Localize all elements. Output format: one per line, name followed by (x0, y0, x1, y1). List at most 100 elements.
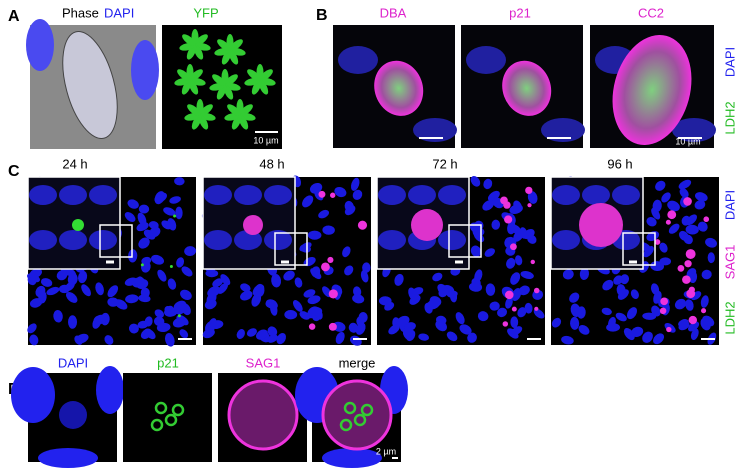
nucleus (408, 287, 418, 301)
image-title: DBA (380, 5, 407, 20)
nucleus (204, 185, 232, 205)
vacuole (327, 256, 334, 264)
nucleus (438, 185, 466, 205)
nucleus (344, 205, 356, 216)
nucleus (513, 229, 524, 242)
nucleus (95, 282, 104, 296)
nucleus (438, 230, 466, 250)
nucleus (467, 332, 477, 343)
nucleus (701, 269, 712, 280)
image-title: p21 (157, 355, 179, 370)
nucleus (533, 308, 545, 319)
vacuole (665, 219, 671, 225)
nucleus (169, 196, 181, 204)
vacuole (411, 209, 443, 241)
scale-bar-label: 10 µm (253, 135, 278, 145)
vacuole (688, 315, 698, 325)
nucleus (685, 299, 694, 311)
vacuole (530, 259, 535, 265)
nucleus (437, 283, 449, 296)
nucleus (167, 278, 177, 290)
nucleus (435, 315, 447, 325)
nucleus (267, 334, 278, 343)
nucleus (81, 284, 91, 297)
parasite (72, 219, 84, 231)
nucleus (484, 248, 495, 257)
nucleus (360, 270, 369, 283)
nucleus (690, 328, 699, 340)
nucleus (510, 272, 521, 285)
nucleus (59, 230, 87, 250)
nucleus (432, 272, 443, 282)
channel-label: LDH2 (722, 301, 737, 334)
nucleus (686, 268, 697, 279)
vacuole (308, 323, 316, 330)
nucleus (578, 325, 590, 335)
nucleus (466, 46, 506, 74)
nucleus (156, 322, 171, 333)
nucleus (294, 277, 303, 288)
parasite (229, 39, 243, 51)
nucleus (124, 212, 136, 222)
nucleus (348, 322, 359, 333)
inset-box (99, 224, 133, 258)
parasite (216, 84, 227, 100)
nucleus (174, 177, 185, 186)
nucleus (520, 271, 534, 279)
scale-bar-label: 10 µm (675, 136, 700, 146)
nucleus (38, 290, 47, 304)
nucleus (661, 192, 671, 203)
nucleus (58, 284, 70, 294)
nucleus (678, 179, 692, 190)
nucleus (511, 326, 523, 335)
parasite (150, 418, 164, 432)
vacuole (667, 210, 677, 220)
nucleus (489, 301, 500, 311)
vacuole (510, 243, 517, 251)
nucleus (505, 297, 513, 309)
nucleus (700, 295, 709, 308)
nucleus (240, 283, 251, 292)
nucleus (468, 282, 483, 292)
nucleus (394, 273, 404, 286)
nucleus (46, 286, 60, 296)
parasite (221, 49, 232, 65)
nucleus (265, 299, 277, 309)
nucleus (482, 200, 494, 211)
channel-label: DAPI (722, 47, 737, 77)
nucleus (264, 230, 292, 250)
nucleus (552, 230, 580, 250)
vacuole (686, 289, 696, 299)
vacuole (318, 190, 326, 198)
nucleus (29, 230, 57, 250)
parasite (239, 104, 253, 116)
nucleus (161, 220, 172, 230)
nucleus (694, 192, 708, 202)
nucleus (612, 185, 640, 205)
image-title: merge (339, 355, 376, 370)
nucleus (509, 204, 523, 214)
nucleus (164, 333, 175, 347)
nucleus (527, 234, 537, 244)
nucleus (96, 366, 124, 414)
nucleus (307, 295, 321, 305)
nucleus (616, 284, 626, 297)
vacuole (534, 306, 539, 311)
nucleus (234, 185, 262, 205)
nucleus (74, 335, 83, 345)
nucleus (579, 267, 590, 280)
nucleus (685, 214, 697, 226)
vacuole (683, 197, 692, 206)
parasite (154, 401, 168, 415)
parasite (186, 44, 197, 60)
nucleus (207, 286, 221, 298)
panel-label: C (8, 163, 20, 180)
nucleus (26, 19, 54, 71)
nucleus (27, 323, 37, 334)
nucleus (350, 177, 360, 191)
parasite (177, 69, 191, 81)
nucleus (541, 118, 585, 142)
nucleus (236, 329, 245, 340)
nucleus (497, 307, 508, 318)
